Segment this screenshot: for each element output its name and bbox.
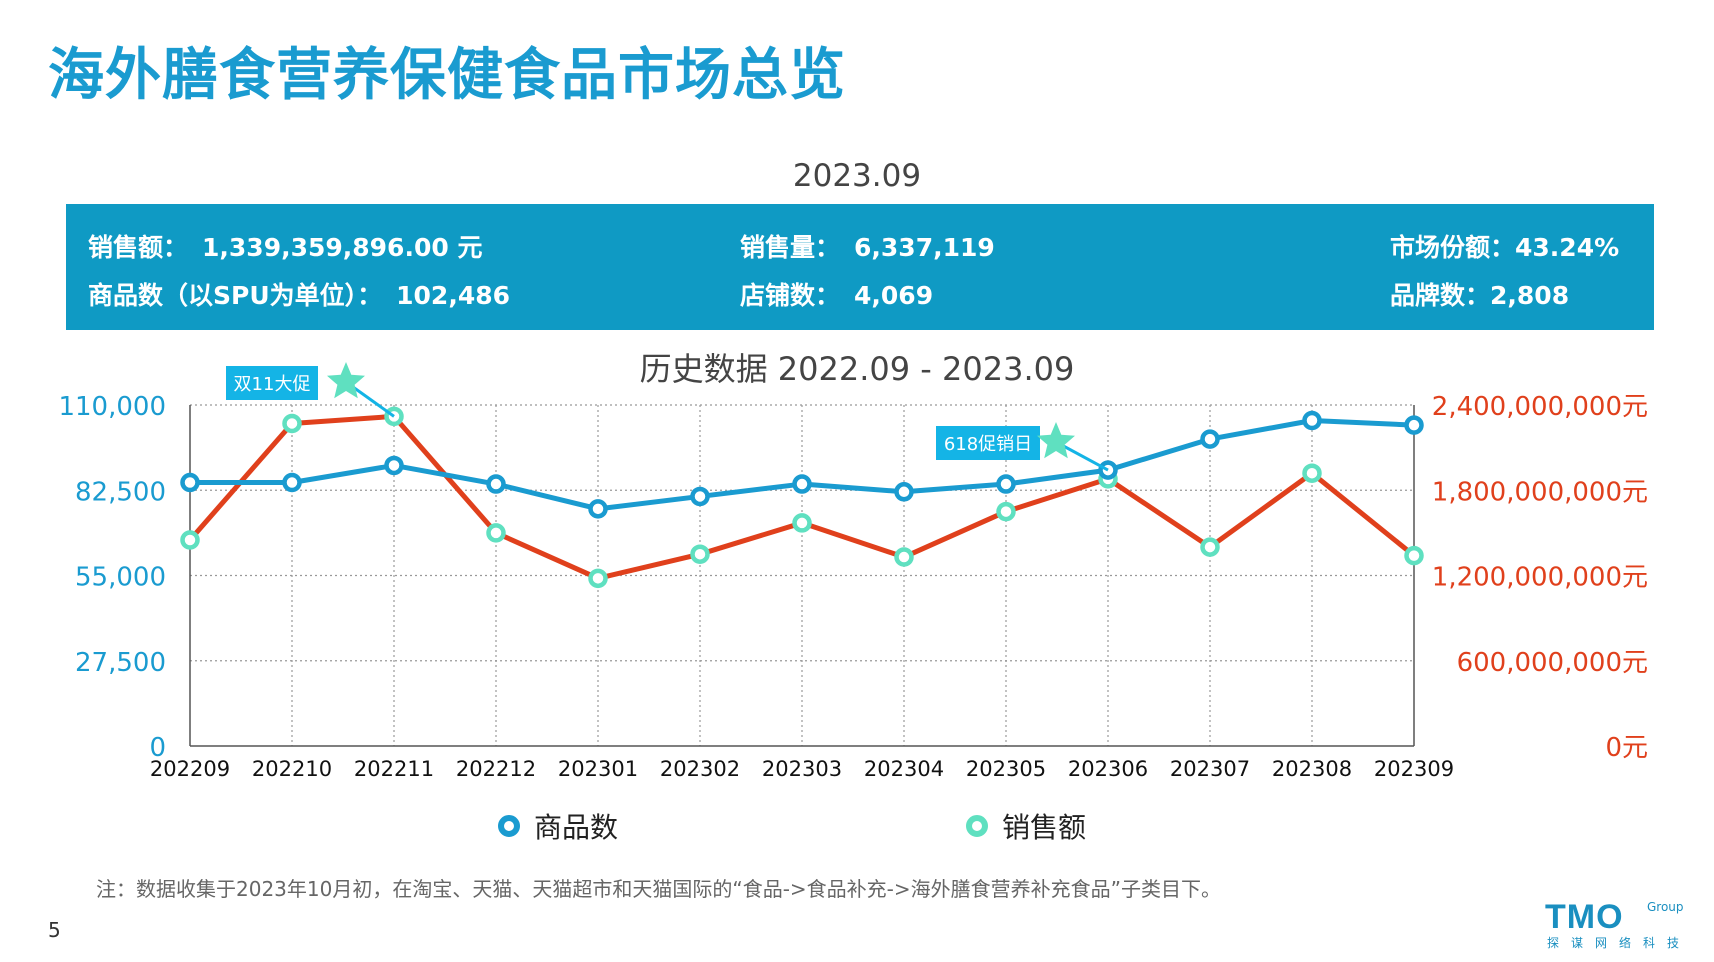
- data-point-products: [690, 486, 710, 507]
- x-tick-label: 202301: [558, 757, 638, 781]
- data-point-sales: [180, 530, 200, 550]
- data-point-sales: [588, 568, 608, 589]
- data-point-sales: [690, 544, 710, 564]
- stat-value: 6,337,119: [854, 233, 995, 262]
- data-point-products: [180, 472, 200, 493]
- x-tick-label: 202309: [1374, 757, 1454, 781]
- y-left-tick-label: 110,000: [58, 392, 166, 422]
- stat-market-share: 市场份额：43.24%: [1390, 228, 1619, 264]
- logo-group: Group: [1647, 900, 1684, 914]
- y-right-tick-label: 0元: [1605, 733, 1648, 763]
- x-tick-label: 202210: [252, 757, 332, 781]
- data-point-products: [1200, 429, 1220, 449]
- y-left-tick-label: 55,000: [75, 563, 166, 593]
- data-point-sales: [486, 523, 506, 543]
- stat-value: 102,486: [396, 281, 511, 310]
- x-tick-label: 202308: [1272, 757, 1352, 781]
- star-icon: [1037, 422, 1075, 459]
- logo-subtitle: 探谋网络科技: [1547, 936, 1692, 950]
- data-point-sales: [792, 513, 812, 533]
- legend-label: 销售额: [1002, 811, 1087, 844]
- data-point-products: [792, 474, 812, 494]
- x-tick-label: 202306: [1068, 757, 1148, 781]
- stat-label: 销售量：: [740, 233, 841, 262]
- x-tick-label: 202305: [966, 757, 1046, 781]
- data-point-products: [894, 482, 914, 502]
- legend-marker-products: [498, 815, 520, 837]
- data-point-sales: [996, 501, 1016, 522]
- stat-label: 市场份额：: [1390, 233, 1516, 262]
- y-right-tick-label: 1,200,000,000元: [1432, 563, 1648, 593]
- y-left-tick-label: 82,500: [75, 477, 166, 507]
- data-point-products: [996, 474, 1016, 494]
- data-point-products: [486, 474, 506, 494]
- y-right-tick-label: 600,000,000元: [1457, 648, 1648, 678]
- company-logo: TMO Group 探谋网络科技: [1545, 898, 1695, 950]
- period-label: 2023.09: [792, 158, 922, 194]
- stat-value: 1,339,359,896.00 元: [202, 233, 483, 262]
- data-point-sales: [282, 413, 302, 434]
- stat-sales-volume: 销售量： 6,337,119: [740, 228, 995, 264]
- annotation-label: 618促销日: [944, 434, 1032, 455]
- legend-item-sales: 销售额: [966, 806, 1086, 846]
- annotation-box: [936, 426, 1040, 460]
- stat-value: 43.24%: [1515, 233, 1620, 262]
- summary-panel: 销售额： 1,339,359,896.00 元 销售量： 6,337,119 市场份…: [66, 204, 1654, 330]
- chart-title: 历史数据 2022.09 - 2023.09: [639, 350, 1075, 388]
- stat-label: 店铺数：: [740, 281, 841, 310]
- data-point-products: [588, 499, 608, 519]
- stat-label: 品牌数：: [1390, 281, 1491, 310]
- x-tick-label: 202303: [762, 757, 842, 781]
- legend-item-products: 商品数: [498, 806, 618, 846]
- stat-products: 商品数（以SPU为单位）： 102,486: [88, 276, 510, 312]
- data-point-products: [384, 455, 404, 476]
- stat-label: 商品数（以SPU为单位）：: [88, 281, 383, 310]
- data-point-sales: [1302, 463, 1322, 483]
- data-point-products: [1302, 410, 1322, 431]
- data-point-sales: [1200, 537, 1220, 557]
- annotation-box: [226, 366, 318, 400]
- x-tick-label: 202209: [150, 757, 230, 781]
- stat-brands: 品牌数：2,808: [1390, 276, 1569, 312]
- legend-label: 商品数: [534, 811, 619, 844]
- x-tick-label: 202211: [354, 757, 434, 781]
- x-tick-label: 202212: [456, 757, 536, 781]
- x-tick-label: 202307: [1170, 757, 1250, 781]
- page-number: 5: [48, 918, 61, 942]
- y-right-tick-label: 1,800,000,000元: [1432, 477, 1648, 507]
- stat-sales-amount: 销售额： 1,339,359,896.00 元: [88, 228, 482, 264]
- stat-stores: 店铺数： 4,069: [740, 276, 933, 312]
- stat-value: 4,069: [854, 281, 934, 310]
- annotation-label: 双11大促: [234, 374, 311, 395]
- stat-label: 销售额：: [88, 233, 189, 262]
- y-left-tick-label: 27,500: [75, 648, 166, 678]
- data-point-sales: [894, 547, 914, 567]
- legend-marker-sales: [966, 815, 988, 837]
- x-tick-label: 202302: [660, 757, 740, 781]
- data-point-products: [282, 472, 302, 493]
- y-left-tick-label: 0: [149, 733, 166, 763]
- footnote: 注：数据收集于2023年10月初，在淘宝、天猫、天猫超市和天猫国际的“食品->食…: [96, 877, 1222, 901]
- x-tick-label: 202304: [864, 757, 944, 781]
- page-title: 海外膳食营养保健食品市场总览: [48, 43, 846, 108]
- y-right-tick-label: 2,400,000,000元: [1432, 392, 1648, 422]
- stat-value: 2,808: [1490, 281, 1570, 310]
- data-point-products: [1404, 415, 1424, 435]
- data-point-sales: [1404, 545, 1424, 566]
- star-icon: [327, 362, 365, 399]
- logo-mark: TMO: [1545, 898, 1624, 936]
